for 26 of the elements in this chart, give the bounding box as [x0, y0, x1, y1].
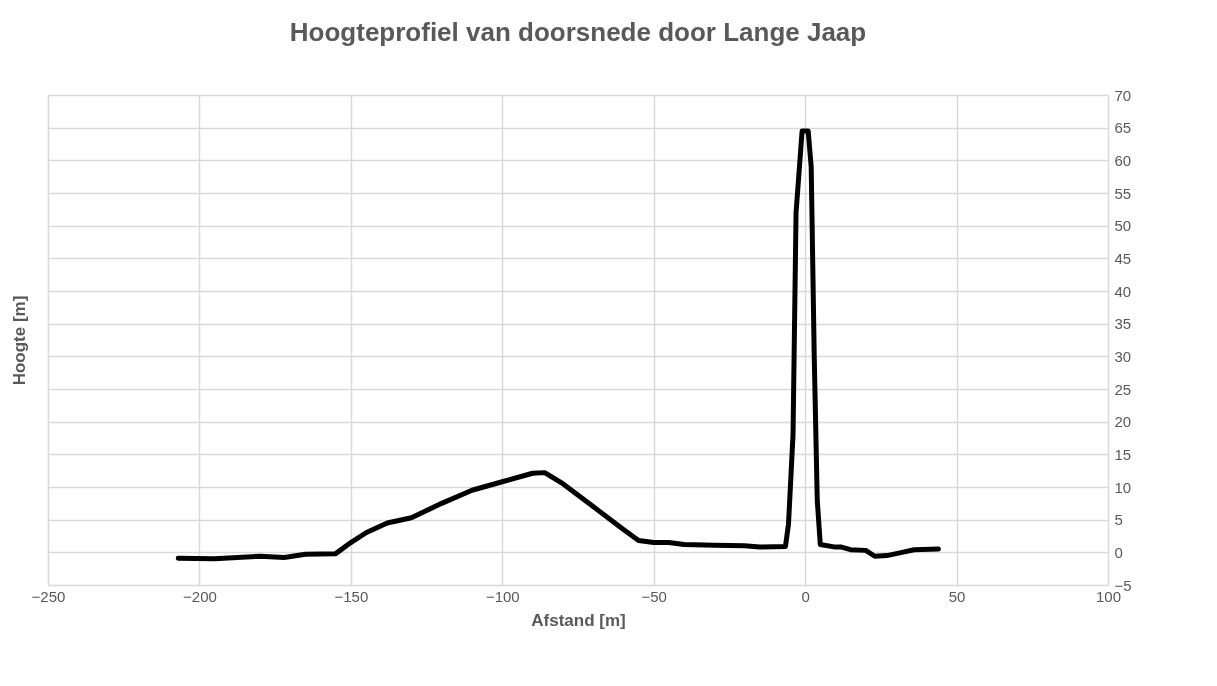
y-tick-label: 60 [1114, 151, 1132, 169]
y-tick-label: 50 [1114, 217, 1132, 235]
x-axis-title: Afstand [m] [531, 610, 626, 630]
x-tick-label: −50 [641, 587, 667, 605]
y-tick-label: 20 [1114, 413, 1132, 431]
chart-title: Hoogteprofiel van doorsnede door Lange Jaap [289, 17, 867, 47]
y-tick-label: 65 [1114, 119, 1132, 137]
y-tick-label: 25 [1114, 380, 1132, 398]
y-tick-label: 40 [1114, 282, 1132, 300]
x-tick-label: −200 [183, 587, 217, 605]
y-tick-label: 45 [1114, 249, 1132, 267]
y-axis-title: Hoogte [m] [9, 295, 29, 386]
y-tick-label: 70 [1114, 86, 1132, 104]
x-tick-label: 0 [801, 587, 810, 605]
y-tick-label: 30 [1114, 347, 1132, 365]
x-tick-label: 50 [948, 587, 966, 605]
y-tick-label: 10 [1114, 478, 1132, 496]
y-tick-label: 0 [1114, 543, 1123, 561]
x-tick-label: 100 [1095, 587, 1122, 605]
x-tick-label: −100 [485, 587, 520, 605]
y-tick-label: 5 [1114, 511, 1123, 529]
y-tick-label: 55 [1114, 184, 1132, 202]
y-tick-label: 35 [1114, 315, 1132, 333]
x-tick-label: −150 [334, 587, 369, 605]
y-tick-label: 15 [1114, 445, 1132, 463]
x-tick-label: −250 [31, 587, 66, 605]
